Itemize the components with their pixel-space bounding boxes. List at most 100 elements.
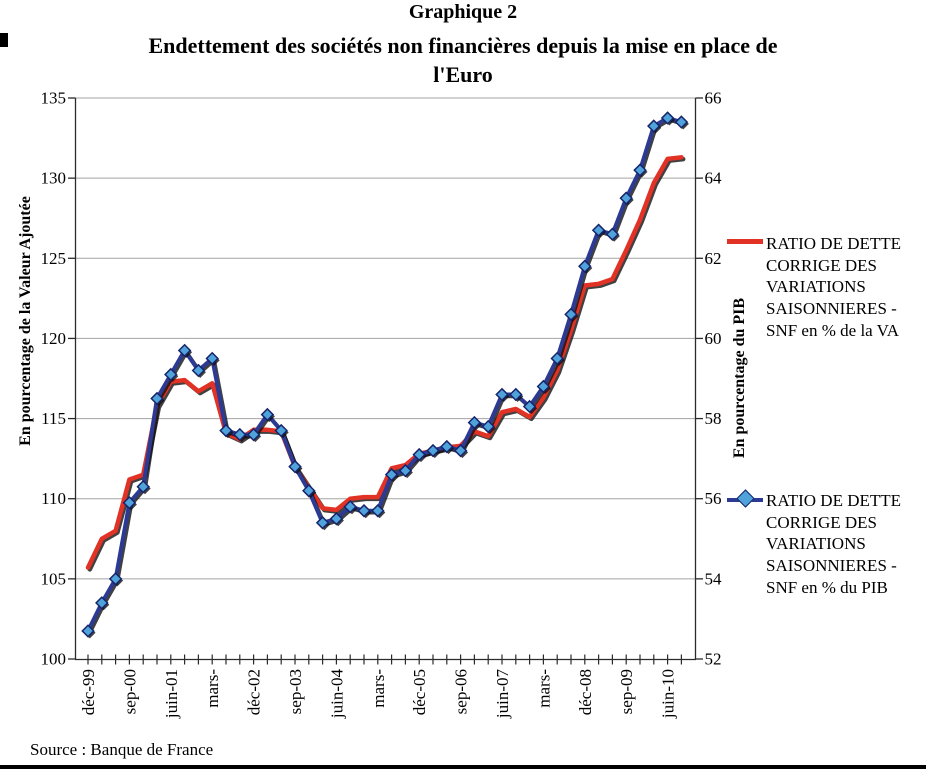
series-line-shadow [87, 117, 686, 635]
legend-label-pib: RATIO DE DETTE CORRIGE DES VARIATIONS SA… [766, 490, 926, 599]
diamond-marker [619, 191, 633, 205]
diamond-marker [440, 439, 454, 454]
diamond-marker [260, 407, 275, 422]
x-tick-label: juin-01 [162, 669, 181, 719]
diamond-marker [467, 415, 482, 430]
diamond-marker [343, 499, 357, 514]
diamond-marker [605, 227, 620, 242]
diamond-marker [164, 367, 178, 382]
diamond-marker [191, 363, 206, 378]
diamond-marker [509, 387, 523, 402]
legend-pib-line3: VARIATIONS [766, 534, 866, 554]
y-right-tick-label: 58 [705, 409, 722, 428]
x-tick-label: sep-06 [452, 669, 471, 714]
diamond-marker [633, 163, 647, 177]
diamond-marker [329, 511, 344, 526]
y-right-tick-label: 56 [705, 489, 722, 508]
x-tick-label: déc-05 [410, 669, 429, 715]
y-right-tick-label: 64 [705, 169, 723, 188]
legend-pib-line4: SAISONNIERES - [766, 556, 897, 576]
diamond-marker [233, 427, 247, 442]
diamond-marker [674, 115, 689, 129]
legend-va-line1: RATIO DE DETTE [766, 234, 902, 253]
diamond-marker [357, 503, 371, 518]
x-tick-label: déc-02 [245, 669, 264, 715]
diamond-marker [205, 351, 219, 366]
diamond-marker [108, 572, 123, 586]
chart-title: Endettement des sociétés non financières… [0, 31, 926, 89]
y-left-tick-label: 100 [41, 650, 67, 669]
y-right-tick-label: 52 [705, 650, 722, 669]
diamond-marker [660, 111, 675, 125]
x-tick-label: mars- [203, 669, 222, 708]
x-tick-label: juin-10 [659, 669, 678, 719]
x-tick-label: mars- [534, 669, 553, 708]
y-right-tick-label: 60 [705, 329, 722, 348]
figure-label: Graphique 2 [408, 1, 518, 23]
chart-title-line2: l'Euro [433, 62, 493, 87]
gridlines [75, 97, 696, 580]
diamond-marker [412, 447, 426, 462]
diamond-marker [564, 307, 578, 322]
diamond-marker [122, 495, 137, 510]
x-tick-label: déc-08 [576, 669, 595, 715]
y-right-tick-label: 62 [705, 249, 722, 268]
legend-diamond-marker-icon [736, 489, 755, 508]
legend-label-va: RATIO DE DETTE CORRIGE DES VARIATIONS SA… [766, 233, 926, 342]
legend-va-line2: CORRIGE DES [766, 255, 877, 275]
source-note: Source : Banque de France [30, 740, 214, 759]
y-left-tick-label: 125 [41, 249, 67, 268]
diamond-marker [81, 624, 95, 638]
legend-entry-pib: RATIO DE DETTE CORRIGE DES VARIATIONS SA… [727, 489, 926, 599]
diamond-marker [150, 391, 164, 406]
tick-marks [68, 97, 703, 665]
diamond-marker [495, 387, 509, 402]
x-tick-label: déc-99 [79, 669, 98, 715]
diamond-marker [453, 443, 468, 458]
chart-title-line1: Endettement des sociétés non financières… [148, 33, 778, 58]
diamond-marker [550, 351, 564, 366]
diamond-marker [481, 419, 495, 434]
series-pib [81, 111, 689, 639]
y-right-tick-label: 66 [705, 89, 722, 108]
diamond-marker [398, 463, 413, 478]
diamond-marker [288, 459, 302, 474]
diamond-marker [384, 467, 399, 482]
legend-red-line-swatch [727, 239, 763, 244]
y-left-tick-label: 105 [41, 569, 67, 588]
diamond-marker [302, 483, 316, 498]
y-left-tick-label: 120 [41, 329, 67, 348]
axes [74, 98, 697, 661]
legend-va-line5: SNF en % de la VA [766, 320, 900, 340]
diamond-marker [177, 343, 192, 358]
y-right-tick-label: 54 [705, 569, 723, 588]
scan-artifact [0, 33, 8, 47]
series-line [85, 155, 684, 570]
x-tick-label: juin-07 [493, 669, 512, 720]
legend-va-line4: SAISONNIERES - [766, 299, 897, 319]
diamond-marker [136, 479, 150, 494]
diamond-marker [536, 379, 551, 394]
diamond-marker [95, 596, 109, 610]
diamond-marker [647, 119, 661, 133]
diamond-marker [371, 503, 385, 518]
legend-pib-line5: SNF en % du PIB [766, 577, 888, 597]
y-left-tick-label: 115 [41, 409, 66, 428]
x-tick-label: sep-09 [617, 669, 636, 714]
y-left-tick-label: 135 [41, 89, 67, 108]
y-left-tick-label: 130 [41, 169, 67, 188]
diamond-marker [246, 427, 261, 442]
legend-pib-line1: RATIO DE DETTE [766, 491, 902, 510]
legend-pib-line2: CORRIGE DES [766, 512, 877, 532]
x-tick-label: sep-03 [286, 669, 305, 714]
diamond-marker [219, 423, 233, 438]
diamond-marker [315, 515, 330, 530]
diamond-marker [522, 399, 537, 414]
diamond-marker [274, 423, 288, 438]
x-tick-label: sep-00 [120, 669, 139, 714]
x-tick-label: mars- [369, 669, 388, 708]
diamond-marker [426, 443, 440, 458]
diamond-marker [578, 259, 592, 274]
